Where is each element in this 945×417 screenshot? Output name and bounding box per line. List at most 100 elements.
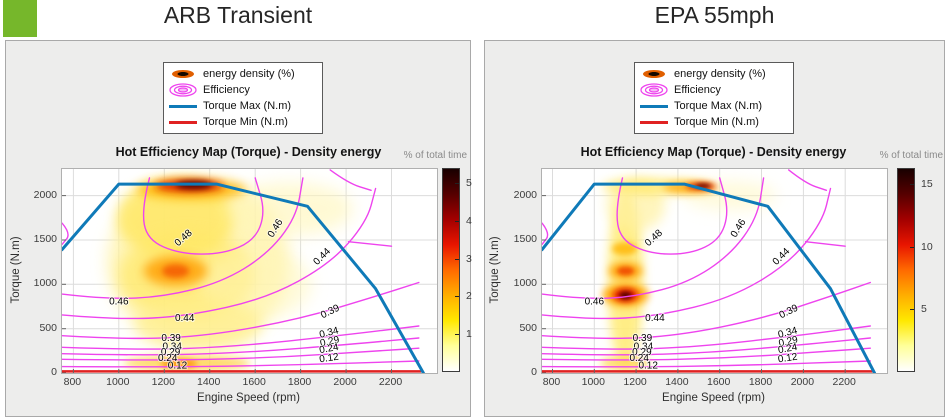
efficiency-contour xyxy=(347,241,393,247)
x-tick-label: 1800 xyxy=(287,376,312,388)
colorbar-label: % of total time xyxy=(879,150,943,161)
y-tick-label: 2000 xyxy=(513,188,537,201)
legend-item-efficiency: Efficiency xyxy=(638,82,793,98)
contour-level-label: 0.46 xyxy=(109,297,129,308)
colorbar-tick-mark xyxy=(455,334,459,336)
legend-item-torque-max: Torque Max (N.m) xyxy=(167,98,322,114)
x-tick-label: 1000 xyxy=(106,376,130,388)
colorbar-tick-label: 10 xyxy=(921,240,933,253)
brand-accent-square xyxy=(3,0,37,37)
efficiency-contour xyxy=(541,347,871,361)
efficiency-contour xyxy=(541,281,871,340)
x-tick-label: 1400 xyxy=(665,376,689,388)
x-tick-label: 2200 xyxy=(832,376,856,388)
legend-label: Torque Max (N.m) xyxy=(203,100,292,112)
legend-item-torque-min: Torque Min (N.m) xyxy=(167,114,322,130)
efficiency-contour xyxy=(61,337,420,356)
contour-level-label: 0.12 xyxy=(638,361,658,372)
contour-level-label: 0.24 xyxy=(158,353,178,364)
x-tick-label: 800 xyxy=(63,376,82,388)
colorbar-tick-label: 3 xyxy=(466,252,472,265)
contour-level-label: 0.39 xyxy=(633,333,653,344)
efficiency-contour xyxy=(541,222,549,246)
x-tick-label: 1200 xyxy=(151,376,175,388)
x-tick-label: 1400 xyxy=(197,376,221,388)
efficiency-contour xyxy=(61,177,304,300)
contour-level-label: 0.46 xyxy=(729,217,749,240)
contour-level-label: 0.24 xyxy=(777,342,799,356)
legend-item-torque-min: Torque Min (N.m) xyxy=(638,114,793,130)
x-axis-label: Engine Speed (rpm) xyxy=(662,392,765,404)
efficiency-contour xyxy=(61,325,420,350)
efficiency-contour xyxy=(616,177,728,255)
torque-min-line-icon xyxy=(638,120,670,124)
colorbar-tick-mark xyxy=(455,183,459,185)
y-tick-label: 500 xyxy=(39,321,57,334)
torque-min-line-icon xyxy=(167,120,199,124)
colorbar-tick-mark xyxy=(455,296,459,298)
energy-density-ellipse-icon xyxy=(167,70,199,78)
contour-level-label: 0.39 xyxy=(161,333,181,344)
contour-level-label: 0.34 xyxy=(162,341,182,352)
torque-max-line xyxy=(540,182,876,375)
contour-level-label: 0.24 xyxy=(629,353,649,364)
contour-level-label: 0.46 xyxy=(585,297,605,308)
energy-density-blob xyxy=(619,291,632,300)
contour-level-label: 0.24 xyxy=(318,342,340,356)
contour-level-label: 0.29 xyxy=(778,334,800,349)
efficiency-contour xyxy=(541,325,871,350)
x-tick-label: 1000 xyxy=(581,376,605,388)
contour-level-label: 0.12 xyxy=(777,352,798,366)
figure-title-epa-55mph: EPA 55mph xyxy=(654,2,775,28)
figure-panel-arb-transient: energy density (%) Efficiency Torque Max… xyxy=(5,40,472,417)
plot-area: 0.48 0.46 0.46 0.44 0.44 0.39 0.39 0.34 0.34 0.29… xyxy=(540,168,888,375)
efficiency-contour xyxy=(804,241,846,247)
x-tick-label: 1200 xyxy=(623,376,647,388)
legend-item-efficiency: Efficiency xyxy=(167,82,322,98)
legend-item-energy-density: energy density (%) xyxy=(167,66,322,82)
efficiency-contour xyxy=(142,177,264,255)
x-tick-label: 1800 xyxy=(748,376,773,388)
legend-label: Efficiency xyxy=(674,84,721,96)
x-tick-label: 800 xyxy=(542,376,561,388)
contour-level-label: 0.39 xyxy=(778,303,801,322)
energy-density-blob xyxy=(617,266,634,276)
y-tick-label: 1500 xyxy=(33,233,57,245)
legend-label: Torque Min (N.m) xyxy=(203,116,288,128)
legend: energy density (%) Efficiency Torque Max… xyxy=(634,62,794,134)
legend-label: Torque Min (N.m) xyxy=(674,116,759,128)
y-axis-label: Torque (N.m) xyxy=(10,236,22,304)
y-axis-label: Torque (N.m) xyxy=(489,236,501,304)
energy-density-blob xyxy=(612,242,638,256)
energy-density-blob xyxy=(162,264,190,278)
contour-level-label: 0.39 xyxy=(319,303,342,322)
contour-level-label: 0.44 xyxy=(175,313,195,324)
y-tick-label: 2000 xyxy=(33,188,57,201)
efficiency-contour xyxy=(541,360,871,368)
colorbar-tick-mark xyxy=(910,246,914,248)
legend-label: Efficiency xyxy=(203,84,250,96)
legend-label: energy density (%) xyxy=(674,68,766,80)
energy-density-blob xyxy=(134,297,262,351)
x-tick-label: 1600 xyxy=(242,376,266,388)
y-tick-label: 1500 xyxy=(513,233,537,245)
colorbar-tick-label: 2 xyxy=(466,290,472,303)
efficiency-contour xyxy=(61,281,420,340)
figure-panel-epa-55mph: energy density (%) Efficiency Torque Max… xyxy=(484,40,945,417)
contour-level-label: 0.44 xyxy=(645,313,665,324)
y-tick-label: 1000 xyxy=(33,277,57,290)
efficiency-contour xyxy=(61,347,420,361)
contour-level-label: 0.34 xyxy=(634,341,654,352)
efficiency-contour xyxy=(541,177,765,300)
torque-max-line-icon xyxy=(638,104,670,108)
legend: energy density (%) Efficiency Torque Max… xyxy=(163,62,323,134)
legend-label: energy density (%) xyxy=(203,68,295,80)
x-axis-label: Engine Speed (rpm) xyxy=(197,392,300,404)
colorbar-tick-label: 15 xyxy=(921,178,933,191)
contour-level-label: 0.29 xyxy=(632,347,652,358)
x-tick-label: 1600 xyxy=(707,376,731,388)
contour-level-label: 0.12 xyxy=(319,352,340,366)
efficiency-contour xyxy=(541,337,871,356)
plot-title: Hot Efficiency Map (Torque) - Density en… xyxy=(580,145,847,159)
colorbar-tick-mark xyxy=(910,309,914,311)
